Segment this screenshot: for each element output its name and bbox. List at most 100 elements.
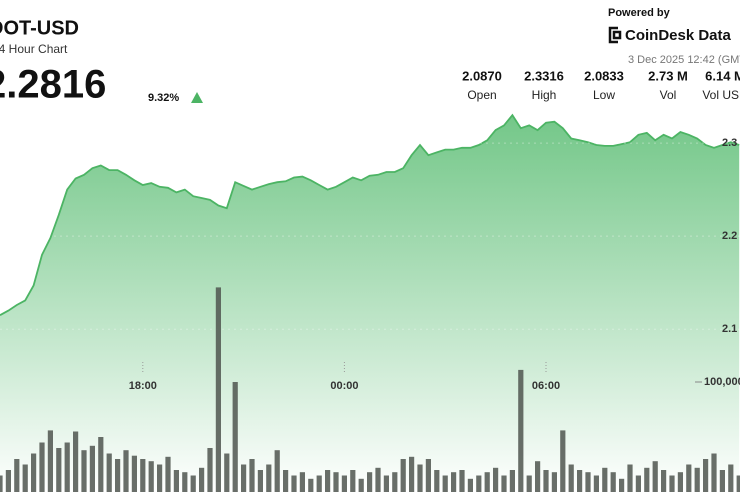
change: 9.32% xyxy=(148,92,179,104)
volume-bar xyxy=(39,442,45,492)
subtitle: 24 Hour Chart xyxy=(0,42,68,56)
volume-bar xyxy=(669,475,675,492)
volume-bar xyxy=(367,472,373,492)
volume-bar xyxy=(207,448,213,492)
volume-bar xyxy=(661,470,667,492)
up-arrow xyxy=(191,92,203,103)
x-tick-label: 00:00 xyxy=(330,380,358,392)
volume-bar xyxy=(257,470,263,492)
volume-bar xyxy=(299,472,305,492)
volume-bar xyxy=(551,472,557,492)
stat-value: 2.0870 xyxy=(462,68,502,83)
volume-bar xyxy=(686,464,692,492)
volume-bar xyxy=(190,475,196,492)
volume-bar xyxy=(89,445,95,492)
volume-bar xyxy=(56,448,62,492)
volume-bar xyxy=(241,464,247,492)
volume-bar xyxy=(106,453,112,492)
volume-bar xyxy=(568,464,574,492)
volume-bar xyxy=(719,470,725,492)
volume-bar xyxy=(635,475,641,492)
volume-bar xyxy=(14,459,20,492)
volume-bar xyxy=(451,472,457,492)
volume-bar xyxy=(526,475,532,492)
stat-label: Vol USD xyxy=(702,88,740,102)
volume-bar xyxy=(467,478,473,492)
x-tick-label: 18:00 xyxy=(129,380,157,392)
volume-bar xyxy=(442,475,448,492)
volume-bar xyxy=(711,453,717,492)
price-area xyxy=(0,115,740,492)
volume-bar xyxy=(0,475,3,492)
volume-bar xyxy=(341,475,347,492)
volume-bar xyxy=(476,475,482,492)
brand-logo xyxy=(608,26,622,44)
volume-bar xyxy=(123,450,129,492)
volume-bar xyxy=(585,472,591,492)
volume-bar xyxy=(375,467,381,492)
volume-bar xyxy=(266,464,272,492)
volume-bar xyxy=(543,470,549,492)
volume-bar xyxy=(602,467,608,492)
header: DOT-USD 24 Hour Chart 2.2816 9.32% Power… xyxy=(0,7,740,107)
volume-bar xyxy=(325,470,331,492)
volume-bar xyxy=(425,459,431,492)
volume-bar xyxy=(484,472,490,492)
volume-bar xyxy=(350,470,356,492)
volume-bar xyxy=(224,453,230,492)
volume-bar xyxy=(501,475,507,492)
volume-bar xyxy=(22,464,28,492)
volume-bar xyxy=(131,455,137,492)
volume-bar xyxy=(493,467,499,492)
volume-bar xyxy=(5,470,11,492)
y-tick-label: 2.2 xyxy=(722,230,737,242)
volume-bar xyxy=(703,459,709,492)
plot-area: 2.1 2.2 2.3 100,000 18:00 00:00 06:00 xyxy=(0,113,740,492)
volume-bar xyxy=(627,464,633,492)
volume-bar xyxy=(400,459,406,492)
timestamp: 3 Dec 2025 12:42 (GMT) xyxy=(628,54,740,66)
volume-bar xyxy=(199,467,205,492)
volume-bar xyxy=(64,442,70,492)
volume-bar xyxy=(392,472,398,492)
x-tick-label: 06:00 xyxy=(532,380,560,392)
volume-bar xyxy=(283,470,289,492)
volume-bar xyxy=(274,450,280,492)
volume-bar xyxy=(358,478,364,492)
volume-bar xyxy=(644,467,650,492)
volume-bar xyxy=(316,475,322,492)
volume-bar xyxy=(535,461,541,492)
volume-bar xyxy=(383,475,389,492)
powered-by: Powered by xyxy=(608,7,671,19)
symbol: DOT-USD xyxy=(0,17,79,39)
volume-bar xyxy=(560,430,566,492)
volume-bar xyxy=(409,456,415,492)
volume-bar xyxy=(73,431,79,492)
volume-bar xyxy=(81,450,87,492)
volume-bar xyxy=(291,475,297,492)
stat-label: Low xyxy=(593,88,615,102)
volume-bar xyxy=(619,478,625,492)
volume-bar xyxy=(459,470,465,492)
volume-bar xyxy=(140,459,146,492)
volume-bar xyxy=(333,472,339,492)
volume-bar xyxy=(173,470,179,492)
stat-value: 2.3316 xyxy=(524,68,564,83)
volume-bar xyxy=(694,467,700,492)
volume-bar xyxy=(215,287,221,492)
volume-bar xyxy=(518,369,524,492)
stat-label: High xyxy=(532,88,557,102)
volume-bar xyxy=(577,470,583,492)
y-tick-label: 2.3 xyxy=(722,137,737,149)
volume-bar xyxy=(417,464,423,492)
volume-bar xyxy=(593,475,599,492)
volume-bar xyxy=(652,461,658,492)
volume-bar xyxy=(434,470,440,492)
y-tick-label: 2.1 xyxy=(722,323,737,335)
price: 2.2816 xyxy=(0,63,106,107)
volume-bar xyxy=(249,459,255,492)
volume-bar xyxy=(232,382,238,492)
stat-value: 6.14 M xyxy=(705,68,740,83)
stat-label: Vol xyxy=(660,88,677,102)
